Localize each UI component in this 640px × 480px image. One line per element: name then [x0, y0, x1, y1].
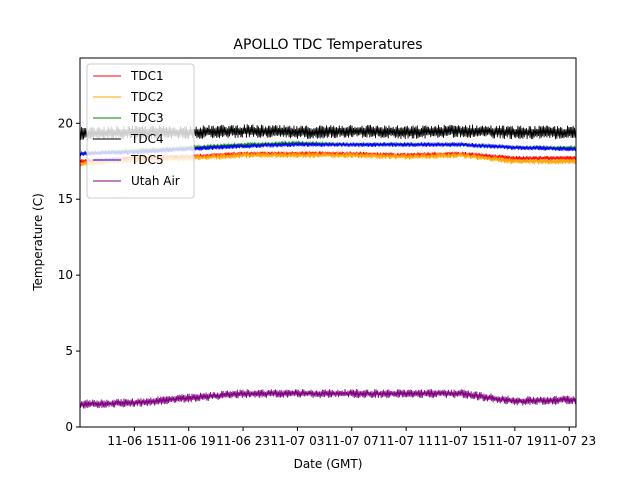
x-tick-label: 11-06 15 — [107, 434, 161, 448]
x-tick-label: 11-07 15 — [434, 434, 488, 448]
x-tick-label: 11-06 19 — [162, 434, 216, 448]
axis-ticks: 0 5 10 15 20 11-06 15 11-06 19 11-06 23 11-07 03… — [58, 116, 596, 448]
y-tick-label: 20 — [58, 116, 73, 130]
y-tick-label: 15 — [58, 192, 73, 206]
legend-label: Utah Air — [131, 174, 180, 188]
x-tick-label: 11-07 03 — [270, 434, 324, 448]
x-tick-label: 11-07 23 — [542, 434, 596, 448]
chart-title: APOLLO TDC Temperatures — [233, 37, 422, 53]
legend-label: TDC2 — [130, 90, 164, 104]
plot-frame — [79, 57, 577, 428]
series-line-utah-air — [80, 389, 576, 409]
x-tick-label: 11-07 07 — [325, 434, 379, 448]
legend-label: TDC5 — [130, 153, 164, 167]
x-tick-label: 11-07 11 — [379, 434, 433, 448]
x-tick-label: 11-07 19 — [488, 434, 542, 448]
y-axis-label: Temperature (C) — [31, 193, 45, 292]
legend-label: TDC3 — [130, 111, 164, 125]
y-tick-label: 5 — [65, 344, 73, 358]
y-tick-label: 10 — [58, 268, 73, 282]
legend: TDC1 TDC2 TDC3 TDC4 TDC5 Utah Air — [86, 63, 195, 199]
y-tick-label: 0 — [65, 420, 73, 434]
x-axis-label: Date (GMT) — [294, 457, 363, 471]
legend-label: TDC4 — [130, 132, 164, 146]
x-tick-label: 11-06 23 — [216, 434, 270, 448]
legend-label: TDC1 — [130, 69, 164, 83]
